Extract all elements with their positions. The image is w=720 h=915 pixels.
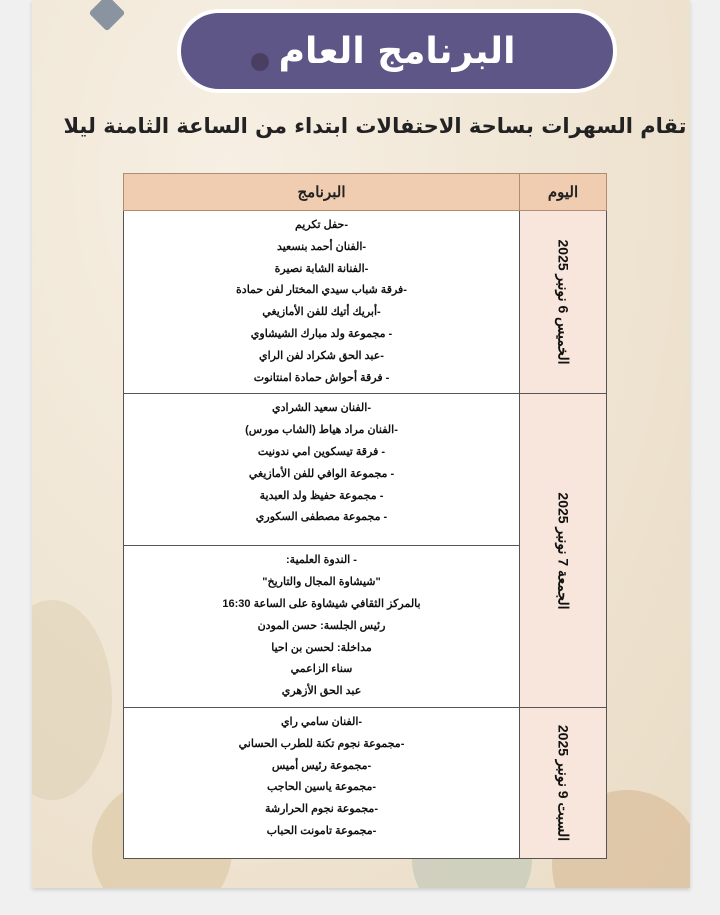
program-item: -مجموعة تامونت الحباب xyxy=(266,824,377,837)
program-item: - مجموعة ولد مبارك الشيشاوي xyxy=(250,327,393,340)
page-title: البرنامج العام xyxy=(278,30,516,72)
day-label: الجمعة 7 نونبر 2025 xyxy=(555,492,572,610)
program-cell: -الفنان سامي راي -مجموعة نجوم تكنة للطرب … xyxy=(123,706,520,859)
program-cell: -حفل تكريم -الفنان أحمد بنسعيد -الفنانة ال… xyxy=(123,209,520,395)
header-program: البرنامج xyxy=(123,173,520,211)
program-item: -مجموعة رئيس أميس xyxy=(271,759,372,772)
ornament-icon xyxy=(251,53,269,71)
program-item: عبد الحق الأزهري xyxy=(281,685,362,698)
program-item: -حفل تكريم xyxy=(294,219,348,231)
day-cell: الخميس 6 نونبر 2025 xyxy=(519,209,607,395)
program-item: -الفنانة الشابة نصيرة xyxy=(274,262,369,275)
program-item: - فرقة أحواش حمادة امنتانوت xyxy=(253,371,390,384)
program-item: سناء الزاعمي xyxy=(290,663,353,676)
header-day: اليوم xyxy=(519,173,607,211)
program-item: رئيس الجلسة: حسن المودن xyxy=(257,619,386,632)
page-subtitle: تقام السهرات بساحة الاحتفالات ابتداء من … xyxy=(63,114,687,138)
program-item: - مجموعة مصطفى السكوري xyxy=(255,511,388,524)
program-item: -الفنان أحمد بنسعيد xyxy=(276,240,367,253)
program-table: اليوم البرنامج الخميس 6 نونبر 2025 -حفل … xyxy=(123,173,607,859)
program-item: بالمركز الثقافي شيشاوة على الساعة 16:30 xyxy=(222,597,421,610)
program-cell: - الندوة العلمية: "شيشاوة المجال والتاريخ… xyxy=(123,545,520,708)
program-item: -عبد الحق شكراد لفن الراي xyxy=(259,349,384,362)
program-item: -أبريك أتيك للفن الأمازيغي xyxy=(262,306,381,319)
program-item: "شيشاوة المجال والتاريخ" xyxy=(262,576,381,589)
program-item: -الفنان مراد هياط (الشاب مورس) xyxy=(245,424,398,437)
day-label: السبت 9 نونبر 2025 xyxy=(555,724,572,842)
table-row: - الندوة العلمية: "شيشاوة المجال والتاريخ… xyxy=(123,545,607,708)
table-row: السبت 9 نونبر 2025 -الفنان سامي راي -مجمو… xyxy=(123,706,607,859)
program-item: مداخلة: لحسن بن احيا xyxy=(271,641,372,654)
day-cell: السبت 9 نونبر 2025 xyxy=(519,706,607,859)
program-item: - الندوة العلمية: xyxy=(286,554,357,567)
star-ornament-icon xyxy=(88,0,126,32)
program-item: -مجموعة ياسين الحاجب xyxy=(266,781,377,794)
program-item: - مجموعة الوافي للفن الأمازيغي xyxy=(248,467,395,480)
title-banner: البرنامج العام xyxy=(177,9,617,93)
program-item: - فرقة تيسكوين امي ندونيت xyxy=(257,445,386,458)
program-item: -فرقة شباب سيدي المختار لفن حمادة xyxy=(236,284,407,297)
day-cell: الجمعة 7 نونبر 2025 xyxy=(519,393,607,708)
table-header-row: اليوم البرنامج xyxy=(123,173,607,211)
day-label: الخميس 6 نونبر 2025 xyxy=(555,239,572,365)
program-item: - مجموعة حفيظ ولد العبدية xyxy=(259,489,384,502)
program-cell: -الفنان سعيد الشرادي -الفنان مراد هياط (ا… xyxy=(123,393,520,547)
program-item: -الفنان سعيد الشرادي xyxy=(272,402,371,415)
program-item: -الفنان سامي راي xyxy=(280,715,363,728)
table-row: الجمعة 7 نونبر 2025 -الفنان سعيد الشرادي… xyxy=(123,393,607,708)
program-item: -مجموعة نجوم تكنة للطرب الحساني xyxy=(238,737,405,750)
table-row: الخميس 6 نونبر 2025 -حفل تكريم -الفنان أح… xyxy=(123,209,607,395)
program-item: -مجموعة نجوم الحرارشة xyxy=(265,803,378,816)
decorative-pattern xyxy=(32,600,112,800)
